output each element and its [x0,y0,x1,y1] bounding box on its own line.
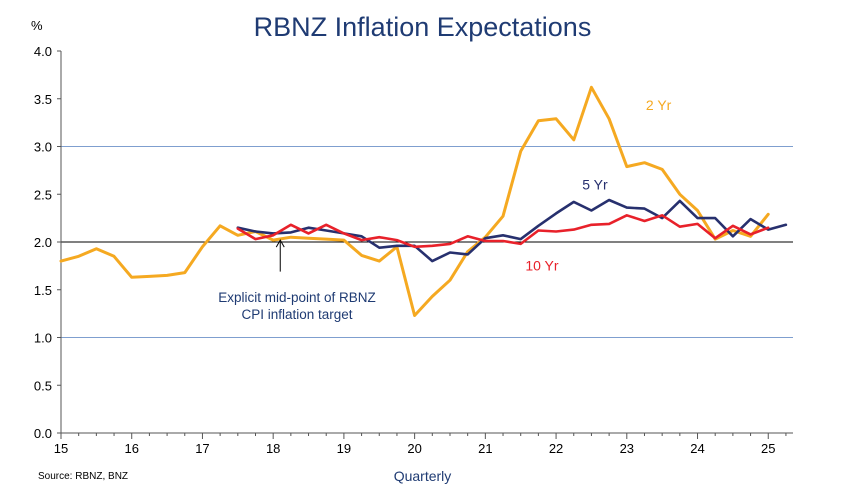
annotation-text-line: Explicit mid-point of RBNZ [218,290,376,305]
y-tick-label: 2.0 [34,235,52,250]
series-label-5-yr: 5 Yr [582,176,608,192]
y-tick-label: 0.0 [34,426,52,441]
annotation-text-line: CPI inflation target [241,307,352,322]
y-tick-label: 1.5 [34,283,52,298]
x-axis-label: Quarterly [393,468,452,484]
x-tick-label: 16 [124,441,138,456]
series-line-2-yr [59,85,770,317]
y-tick-label: 0.5 [34,378,52,393]
x-tick-label: 17 [195,441,209,456]
y-tick-label: 3.0 [34,140,52,155]
x-tick-label: 23 [620,441,634,456]
series-label-10-yr: 10 Yr [525,258,559,274]
x-tick-label: 24 [690,441,704,456]
source-note: Source: RBNZ, BNZ [38,471,129,482]
y-tick-label: 3.5 [34,92,52,107]
series-label-2-yr: 2 Yr [646,97,672,113]
x-tick-label: 25 [761,441,775,456]
y-tick-label: 4.0 [34,44,52,59]
y-unit-label: % [31,18,43,33]
y-tick-label: 1.0 [34,331,52,346]
y-tick-label: 2.5 [34,187,52,202]
annotation-arrow-head [275,239,285,248]
series-line-10-yr [236,214,770,249]
chart-title: RBNZ Inflation Expectations [253,12,592,42]
x-tick-label: 15 [54,441,68,456]
x-tick-label: 19 [337,441,351,456]
x-tick-label: 22 [549,441,563,456]
x-tick-label: 20 [407,441,421,456]
x-tick-label: 21 [478,441,492,456]
series-line-5-yr [236,198,788,263]
x-tick-label: 18 [266,441,280,456]
